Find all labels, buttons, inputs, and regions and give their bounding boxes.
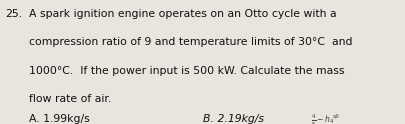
Text: 25.: 25. <box>5 9 22 19</box>
Text: A spark ignition engine operates on an Otto cycle with a: A spark ignition engine operates on an O… <box>29 9 336 19</box>
Text: B. 2.19kg/s: B. 2.19kg/s <box>202 114 263 124</box>
Text: flow rate of air.: flow rate of air. <box>29 94 111 104</box>
Text: 1000°C.  If the power input is 500 kW. Calculate the mass: 1000°C. If the power input is 500 kW. Ca… <box>29 66 344 76</box>
Text: $\frac{4}{5}-h_4{}^{\!s\!/\!k}$: $\frac{4}{5}-h_4{}^{\!s\!/\!k}$ <box>310 113 339 124</box>
Text: compression ratio of 9 and temperature limits of 30°C  and: compression ratio of 9 and temperature l… <box>29 37 352 47</box>
Text: A. 1.99kg/s: A. 1.99kg/s <box>29 114 90 124</box>
